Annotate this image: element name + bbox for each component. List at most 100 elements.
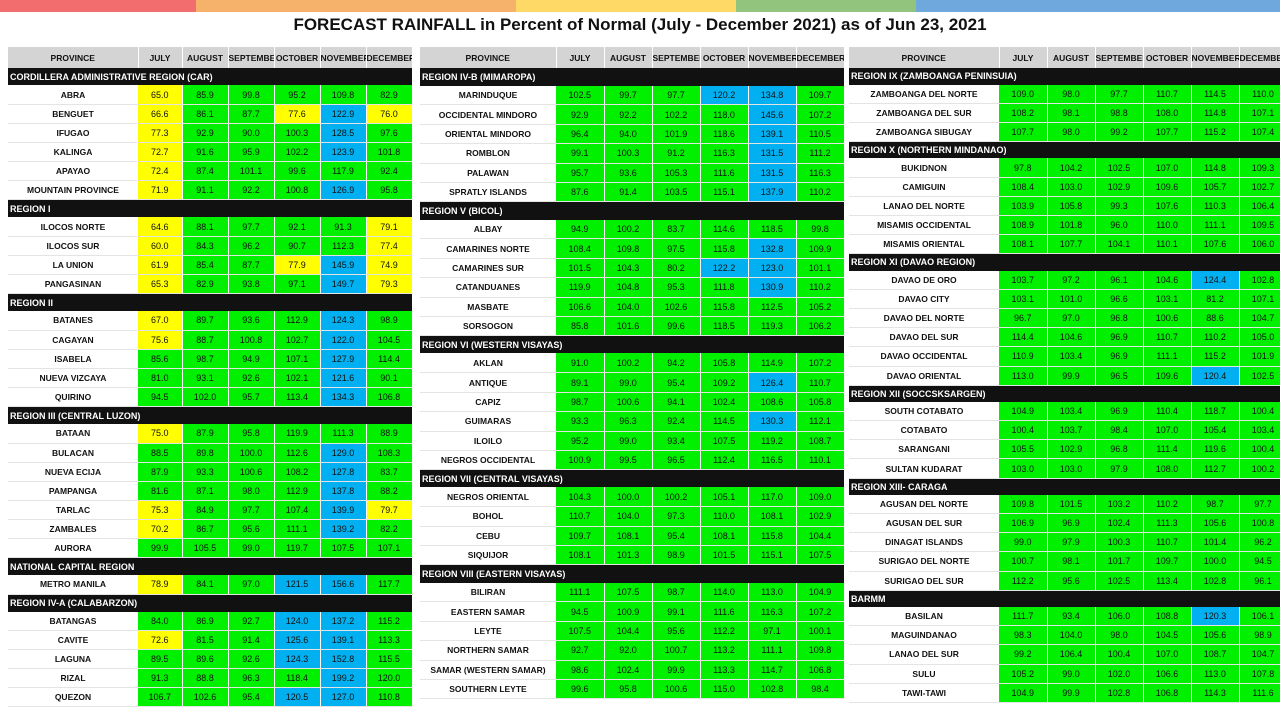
rainfall-value-cell: 114.6: [700, 219, 749, 240]
table-row: BATANGAS 84.0 86.9 92.7 124.0 137.2 115.2: [8, 611, 413, 632]
rainfall-value-cell: 119.3: [748, 316, 797, 337]
rainfall-value-cell: 102.9: [1095, 177, 1144, 198]
rainfall-value-cell: 134.8: [748, 85, 797, 106]
province-name: AGUSAN DEL NORTE: [849, 494, 999, 515]
table-row: ILOILO 95.2 99.0 93.4 107.5 119.2 108.7: [420, 431, 845, 451]
table-row: AKLAN 91.0 100.2 94.2 105.8 114.9 107.2: [420, 353, 845, 374]
column-header: SEPTEMBER: [652, 47, 701, 68]
rainfall-value-cell: 104.9: [999, 401, 1048, 422]
rainfall-value-cell: 93.6: [228, 311, 275, 331]
rainfall-value-cell: 110.2: [1143, 494, 1192, 515]
rainfall-value-cell: 106.0: [1239, 234, 1280, 255]
rainfall-value-cell: 99.6: [274, 161, 321, 182]
rainfall-value-cell: 107.0: [1143, 158, 1192, 179]
rainfall-value-cell: 112.1: [796, 411, 845, 432]
rainfall-value-cell: 122.9: [320, 104, 367, 125]
rainfall-value-cell: 100.4: [1239, 439, 1280, 460]
rainfall-value-cell: 114.4: [999, 327, 1048, 348]
rainfall-value-cell: 108.2: [999, 103, 1048, 124]
rainfall-value-cell: 100.6: [1143, 308, 1192, 329]
rainfall-value-cell: 102.7: [274, 330, 321, 350]
province-name: APAYAO: [8, 161, 138, 182]
rainfall-value-cell: 100.0: [1191, 551, 1240, 572]
rainfall-value-cell: 88.1: [182, 217, 229, 237]
rainfall-value-cell: 123.0: [748, 258, 797, 279]
rainfall-value-cell: 103.4: [1047, 346, 1096, 367]
rainfall-value-cell: 126.4: [748, 372, 797, 393]
region-header-row: REGION IV-B (MIMAROPA): [420, 68, 844, 86]
rainfall-value-cell: 71.9: [138, 180, 183, 201]
rainfall-value-cell: 137.8: [320, 481, 367, 501]
rainfall-value-cell: 79.3: [366, 274, 413, 295]
rainfall-value-cell: 116.3: [700, 143, 749, 164]
table-row: ALBAY 94.9 100.2 83.7 114.6 118.5 99.8: [420, 219, 845, 240]
rainfall-value-cell: 110.7: [1143, 327, 1192, 348]
rainfall-value-cell: 99.9: [1047, 366, 1096, 386]
rainfall-value-cell: 100.1: [796, 621, 845, 642]
table-row: LANAO DEL NORTE 103.9 105.8 99.3 107.6 110.3 1…: [849, 196, 1280, 217]
rainfall-value-cell: 104.7: [1239, 308, 1280, 329]
rainfall-value-cell: 102.2: [274, 142, 321, 163]
region-header-row: REGION I: [8, 199, 412, 218]
column-header: PROVINCE: [849, 47, 1000, 68]
region-name: REGION II: [8, 293, 412, 312]
column-header: NOVEMBER: [748, 47, 797, 68]
rainfall-value-cell: 107.0: [1143, 420, 1192, 441]
rainfall-value-cell: 82.2: [366, 519, 413, 540]
column-header: DECEMBER: [1239, 47, 1280, 68]
rainfall-value-cell: 112.2: [999, 571, 1048, 591]
rainfall-value-cell: 99.8: [796, 219, 845, 240]
rainfall-value-cell: 119.9: [274, 423, 321, 444]
rainfall-value-cell: 98.1: [1047, 103, 1096, 124]
rainfall-value-cell: 106.0: [1095, 606, 1144, 627]
rainfall-value-cell: 108.4: [556, 238, 605, 259]
province-name: KALINGA: [8, 142, 138, 163]
rainfall-value-cell: 111.2: [796, 143, 845, 164]
rainfall-value-cell: 113.0: [1191, 664, 1240, 684]
rainfall-value-cell: 114.7: [748, 660, 797, 681]
rainfall-value-cell: 101.1: [796, 258, 845, 279]
column-header: OCTOBER: [700, 47, 749, 68]
rainfall-value-cell: 98.7: [556, 392, 605, 413]
rainfall-value-cell: 98.6: [556, 660, 605, 681]
table-row: AGUSAN DEL SUR 106.9 96.9 102.4 111.3 105.6 10…: [849, 513, 1280, 534]
rainfall-value-cell: 101.6: [604, 316, 653, 337]
table-row: DAVAO CITY 103.1 101.0 96.6 103.1 81.2 107.1: [849, 289, 1280, 310]
rainfall-value-cell: 102.9: [796, 506, 845, 527]
rainfall-value-cell: 108.2: [274, 462, 321, 482]
table-row: QUEZON 106.7 102.6 95.4 120.5 127.0 110.8: [8, 687, 413, 708]
rainfall-value-cell: 92.2: [604, 104, 653, 125]
province-name: DINAGAT ISLANDS: [849, 532, 999, 553]
rainfall-value-cell: 95.4: [652, 372, 701, 393]
table-row: DAVAO DEL NORTE 96.7 97.0 96.8 100.6 88.6 104.…: [849, 308, 1280, 329]
rainfall-value-cell: 99.0: [228, 538, 275, 559]
province-name: BATAAN: [8, 423, 138, 444]
province-name: SURIGAO DEL NORTE: [849, 551, 999, 572]
rainfall-value-cell: 85.9: [182, 85, 229, 105]
province-name: MASBATE: [420, 297, 556, 317]
rainfall-value-cell: 122.0: [320, 330, 367, 350]
rainfall-value-cell: 101.5: [700, 545, 749, 566]
rainfall-value-cell: 88.9: [366, 423, 413, 444]
rainfall-value-cell: 103.5: [652, 182, 701, 203]
province-name: PAMPANGA: [8, 481, 138, 501]
table-row: METRO MANILA 78.9 84.1 97.0 121.5 156.6 117.7: [8, 575, 413, 595]
rainfall-value-cell: 103.4: [1047, 401, 1096, 422]
region-header-row: REGION XII (SOCCSKSARGEN): [849, 385, 1280, 402]
table-row: CAMARINES SUR 101.5 104.3 80.2 122.2 123.0 101…: [420, 258, 845, 279]
rainfall-value-cell: 106.4: [1239, 196, 1280, 217]
table-row: LAGUNA 89.5 89.6 92.6 124.3 152.8 115.5: [8, 649, 413, 670]
rainfall-value-cell: 98.9: [652, 545, 701, 566]
rainfall-value-cell: 96.9: [1095, 327, 1144, 348]
table-row: CAPIZ 98.7 100.6 94.1 102.4 108.6 105.8: [420, 392, 845, 413]
table-row: MOUNTAIN PROVINCE 71.9 91.1 92.2 100.8 126.9 9…: [8, 180, 413, 201]
rainfall-value-cell: 107.1: [1239, 103, 1280, 124]
table-row: BATANES 67.0 89.7 93.6 112.9 124.3 98.9: [8, 311, 413, 331]
rainfall-value-cell: 89.8: [182, 443, 229, 463]
rainfall-value-cell: 102.4: [604, 660, 653, 681]
rainfall-value-cell: 97.7: [1095, 84, 1144, 105]
region-name: REGION IX (ZAMBOANGA PENINSUlA): [849, 68, 1280, 85]
region-header-row: REGION XIII- CARAGA: [849, 478, 1280, 495]
rainfall-value-cell: 102.4: [700, 392, 749, 413]
rainfall-value-cell: 113.3: [366, 630, 413, 651]
